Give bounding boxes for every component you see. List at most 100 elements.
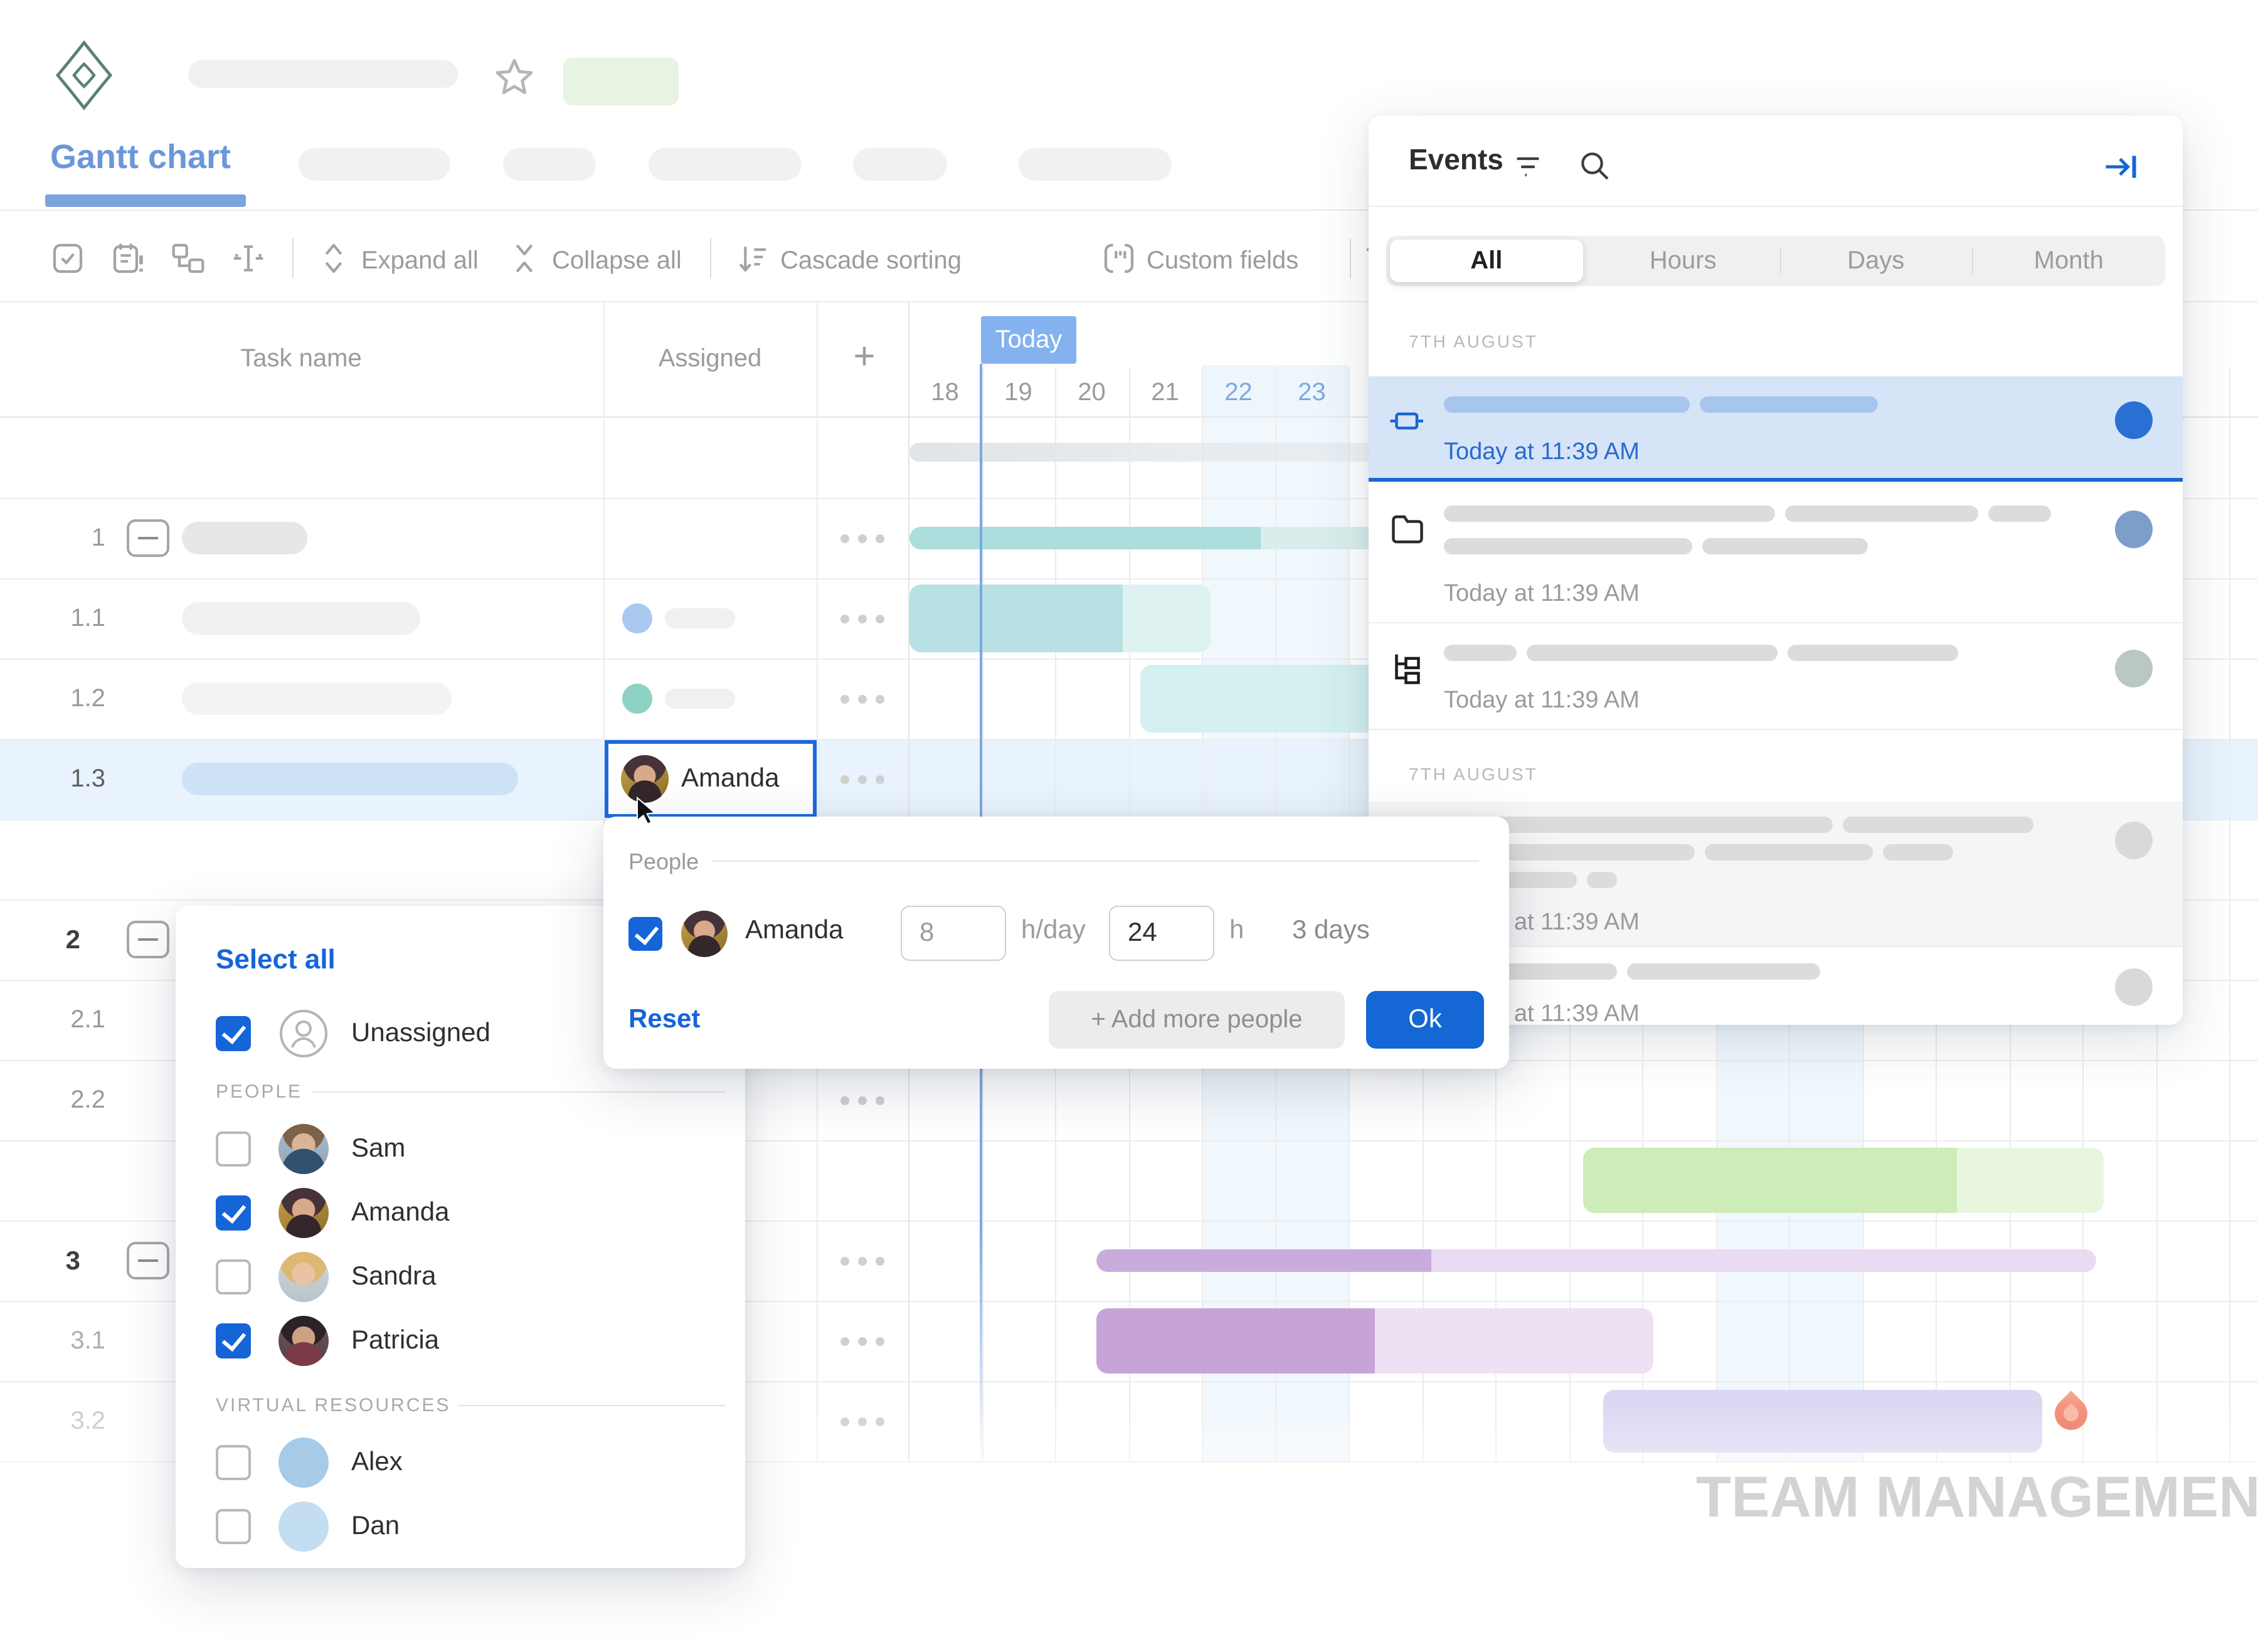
- dropdown-item-sandra[interactable]: Sandra: [216, 1252, 436, 1302]
- custom-fields-icon[interactable]: [1101, 241, 1137, 276]
- select-all-link[interactable]: Select all: [216, 943, 336, 975]
- events-tab-hours[interactable]: Hours: [1649, 247, 1717, 275]
- task-name-skeleton: [182, 682, 452, 715]
- row-menu-button[interactable]: [840, 695, 891, 704]
- assignee-dot[interactable]: [622, 684, 652, 714]
- gantt-bar-progress[interactable]: [1096, 1249, 1431, 1272]
- timeline-date[interactable]: 23: [1298, 379, 1326, 406]
- hierarchy-view-icon[interactable]: [171, 241, 206, 276]
- collapse-all-button[interactable]: Collapse all: [552, 247, 682, 275]
- events-tab-all[interactable]: All: [1390, 240, 1583, 282]
- cascade-sorting-button[interactable]: Cascade sorting: [780, 247, 962, 275]
- gantt-bar-progress[interactable]: [1096, 1308, 1375, 1374]
- hours-per-day-input[interactable]: [901, 906, 1006, 961]
- collapse-all-icon[interactable]: [507, 241, 542, 276]
- row-menu-button[interactable]: [840, 534, 891, 543]
- events-panel-title: Events: [1409, 143, 1503, 176]
- gantt-bar-remainder[interactable]: [1123, 585, 1211, 652]
- row-menu-button[interactable]: [840, 1337, 891, 1346]
- event-item[interactable]: Today at 11:39 AM: [1369, 625, 2183, 730]
- gantt-bar-progress[interactable]: [909, 585, 1123, 652]
- timeline-date[interactable]: 18: [931, 379, 959, 406]
- grid-row-line: [0, 1220, 2258, 1222]
- events-search-icon[interactable]: [1577, 148, 1612, 183]
- dropdown-item-unassigned[interactable]: Unassigned: [216, 1009, 490, 1059]
- event-avatar: [2115, 822, 2153, 859]
- row-menu-button[interactable]: [840, 775, 891, 784]
- events-tab-month[interactable]: Month: [1972, 236, 2166, 286]
- event-skeleton-bar: [1444, 538, 1692, 554]
- critical-path-icon[interactable]: [231, 241, 266, 276]
- amanda-checkbox[interactable]: [216, 1195, 251, 1231]
- timeline-date[interactable]: 21: [1151, 379, 1179, 406]
- gantt-bar-progress[interactable]: [909, 527, 1261, 549]
- expand-all-icon[interactable]: [316, 241, 351, 276]
- event-skeleton-bar: [1444, 506, 1775, 522]
- timeline-date[interactable]: 20: [1078, 379, 1106, 406]
- favorite-star-icon[interactable]: [492, 55, 537, 100]
- overdue-tasks-icon[interactable]: [110, 241, 146, 276]
- column-header-assigned[interactable]: Assigned: [658, 345, 762, 373]
- row-menu-button[interactable]: [840, 615, 891, 623]
- event-avatar: [2115, 401, 2153, 439]
- tab-skeleton[interactable]: [503, 148, 596, 181]
- sam-avatar: [278, 1124, 329, 1174]
- row-menu-button[interactable]: [840, 1257, 891, 1266]
- tab-skeleton[interactable]: [299, 148, 450, 181]
- gantt-bar-icon: [1389, 401, 1426, 439]
- cascade-sorting-icon[interactable]: [735, 241, 770, 276]
- select-tasks-icon[interactable]: [50, 241, 85, 276]
- tab-skeleton[interactable]: [649, 148, 802, 181]
- collapse-row-button[interactable]: [127, 519, 169, 557]
- event-skeleton-bar: [1843, 817, 2033, 833]
- row-menu-button[interactable]: [840, 1096, 891, 1105]
- collapse-panel-icon[interactable]: [2101, 148, 2139, 186]
- dropdown-item-dan[interactable]: Dan: [216, 1501, 400, 1552]
- total-hours-input[interactable]: [1109, 906, 1214, 961]
- assignee-dot[interactable]: [622, 603, 652, 633]
- timeline-date[interactable]: 22: [1224, 379, 1253, 406]
- gantt-bar-progress[interactable]: [1583, 1148, 1957, 1213]
- tab-skeleton[interactable]: [853, 148, 947, 181]
- tab-skeleton[interactable]: [1019, 148, 1172, 181]
- reset-link[interactable]: Reset: [628, 1005, 701, 1034]
- watermark: TEAM MANAGEMENT: [1696, 1464, 2258, 1529]
- patricia-checkbox[interactable]: [216, 1323, 251, 1358]
- alex-checkbox[interactable]: [216, 1445, 251, 1480]
- collapse-row-button[interactable]: [127, 1242, 169, 1279]
- gantt-bar-remainder[interactable]: [1957, 1148, 2104, 1213]
- event-item[interactable]: Today at 11:39 AM: [1369, 376, 2183, 482]
- gantt-bar-remainder[interactable]: [1375, 1308, 1653, 1374]
- grid-row-line: [0, 578, 2258, 580]
- toolbar-divider: [1350, 238, 1351, 278]
- dropdown-item-alex[interactable]: Alex: [216, 1438, 403, 1488]
- hierarchy-icon: [1389, 650, 1426, 687]
- events-filter-icon[interactable]: [1512, 151, 1544, 183]
- gantt-bar-remainder[interactable]: [1431, 1249, 2096, 1272]
- add-column-button[interactable]: +: [853, 336, 876, 378]
- events-tab-days[interactable]: Days: [1779, 236, 1973, 286]
- column-header-task-name[interactable]: Task name: [240, 345, 362, 373]
- dropdown-group-label: PEOPLE: [216, 1081, 303, 1103]
- timeline-date[interactable]: 19: [1004, 379, 1032, 406]
- add-more-people-button[interactable]: + Add more people: [1049, 991, 1345, 1049]
- event-skeleton-bar: [1627, 963, 1820, 980]
- event-item[interactable]: Today at 11:39 AM: [1369, 485, 2183, 623]
- popup-amanda-avatar: [681, 911, 728, 957]
- dan-checkbox[interactable]: [216, 1509, 251, 1544]
- today-badge[interactable]: Today: [981, 316, 1076, 364]
- dropdown-item-sam[interactable]: Sam: [216, 1124, 405, 1174]
- tab-gantt-chart[interactable]: Gantt chart: [50, 138, 231, 176]
- dropdown-item-patricia[interactable]: Patricia: [216, 1316, 439, 1366]
- sam-checkbox[interactable]: [216, 1131, 251, 1167]
- sandra-checkbox[interactable]: [216, 1259, 251, 1295]
- custom-fields-button[interactable]: Custom fields: [1147, 247, 1299, 275]
- unassigned-checkbox[interactable]: [216, 1016, 251, 1051]
- expand-all-button[interactable]: Expand all: [361, 247, 479, 275]
- share-button-skeleton[interactable]: [563, 58, 679, 105]
- ok-button[interactable]: Ok: [1366, 991, 1484, 1049]
- row-number: 3: [65, 1247, 80, 1276]
- collapse-row-button[interactable]: [127, 921, 169, 958]
- dropdown-item-amanda[interactable]: Amanda: [216, 1188, 449, 1238]
- popup-amanda-checkbox[interactable]: [628, 917, 662, 951]
